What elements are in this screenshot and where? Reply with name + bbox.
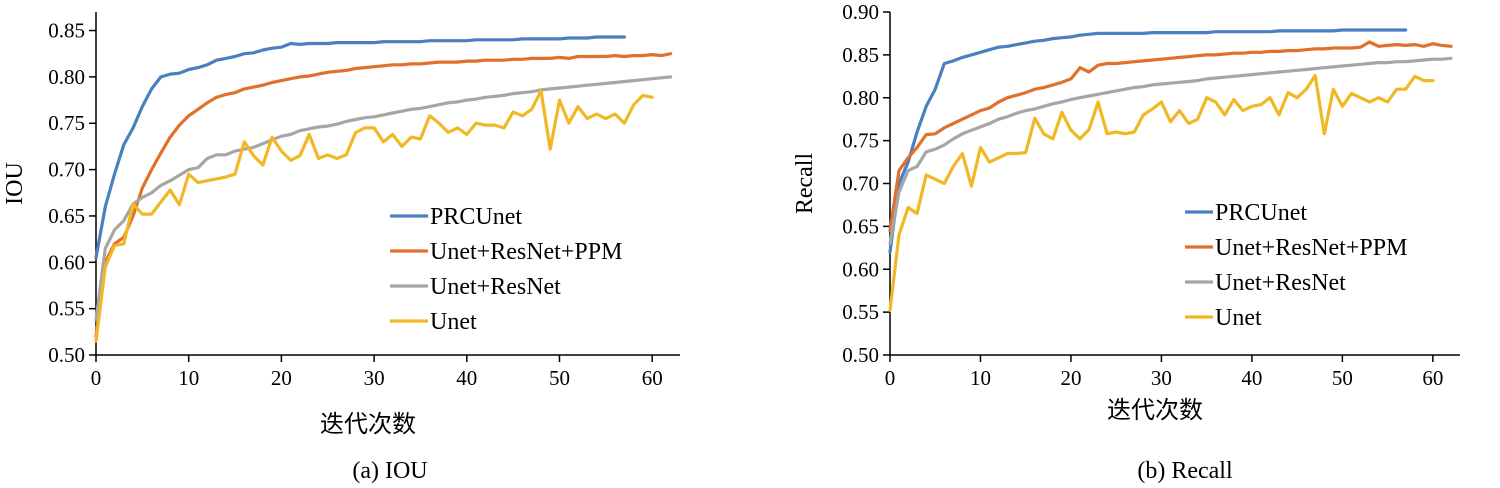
x-tick-label: 50: [549, 366, 570, 390]
y-tick-label: 0.80: [48, 65, 85, 89]
y-tick-label: 0.75: [48, 111, 85, 135]
series-line-unet-resnet-ppm: [888, 40, 1453, 233]
legend-label-unet-resnet: Unet+ResNet: [1215, 270, 1346, 296]
y-tick-label: 0.55: [48, 297, 85, 321]
x-tick-label: 30: [364, 366, 385, 390]
x-tick-label: 0: [885, 366, 896, 390]
x-tick-label: 50: [1332, 366, 1353, 390]
y-tick-label: 0.65: [842, 214, 879, 238]
series-line-unet: [94, 89, 654, 343]
series-line-unet-resnet: [888, 56, 1453, 246]
y-tick-label: 0.60: [842, 257, 879, 281]
y-axis-title: IOU: [2, 162, 28, 205]
y-tick-label: 0.70: [48, 158, 85, 182]
series-line-unet: [888, 73, 1435, 312]
x-tick-label: 60: [642, 366, 663, 390]
legend-label-unet-resnet-ppm: Unet+ResNet+PPM: [430, 239, 622, 265]
y-tick-label: 0.55: [842, 300, 879, 324]
x-tick-label: 30: [1151, 366, 1172, 390]
x-tick-label: 20: [271, 366, 292, 390]
legend-label-unet-resnet: Unet+ResNet: [430, 274, 561, 300]
x-tick-label: 20: [1060, 366, 1081, 390]
y-tick-label: 0.80: [842, 86, 879, 110]
series-line-prcunet: [888, 28, 1408, 254]
series-line-unet-resnet-ppm: [94, 52, 673, 339]
x-tick-label: 40: [456, 366, 477, 390]
y-tick-label: 0.50: [842, 343, 879, 367]
chart-caption: (a) IOU: [352, 458, 427, 484]
y-tick-label: 0.65: [48, 204, 85, 228]
x-tick-label: 40: [1241, 366, 1262, 390]
legend-label-prcunet: PRCUnet: [1215, 200, 1307, 226]
y-tick-label: 0.90: [842, 0, 879, 24]
series-line-unet-resnet: [94, 75, 673, 322]
series-line-prcunet: [94, 35, 627, 260]
y-axis-title: Recall: [792, 153, 818, 215]
y-tick-label: 0.60: [48, 250, 85, 274]
x-tick-label: 60: [1422, 366, 1443, 390]
y-tick-label: 0.85: [48, 19, 85, 43]
x-tick-label: 0: [91, 366, 102, 390]
legend: PRCUnet Unet+ResNet+PPM Unet+ResNet Unet: [390, 204, 622, 335]
x-axis-title: 迭代次数: [1107, 396, 1203, 424]
legend-label-prcunet: PRCUnet: [430, 204, 522, 230]
chart-panel-iou: 0.50 0.55 0.60 0.65 0.70 0.75 0.80 0.85 0 10 20 30 4…: [2, 12, 680, 484]
y-tick-label: 0.50: [48, 343, 85, 367]
x-tick-label: 10: [970, 366, 991, 390]
legend-label-unet: Unet: [1215, 305, 1262, 331]
y-tick-label: 0.75: [842, 129, 879, 153]
legend-label-unet: Unet: [430, 309, 477, 335]
chart-panel-recall: 0.50 0.55 0.60 0.65 0.70 0.75 0.80 0.85 0.90 0 10 2…: [792, 0, 1460, 484]
legend-label-unet-resnet-ppm: Unet+ResNet+PPM: [1215, 235, 1407, 261]
y-tick-label: 0.70: [842, 172, 879, 196]
legend: PRCUnet Unet+ResNet+PPM Unet+ResNet Unet: [1185, 200, 1407, 331]
y-tick-label: 0.85: [842, 43, 879, 67]
x-axis-title: 迭代次数: [320, 410, 416, 438]
chart-caption: (b) Recall: [1137, 458, 1233, 484]
x-tick-label: 10: [178, 366, 199, 390]
